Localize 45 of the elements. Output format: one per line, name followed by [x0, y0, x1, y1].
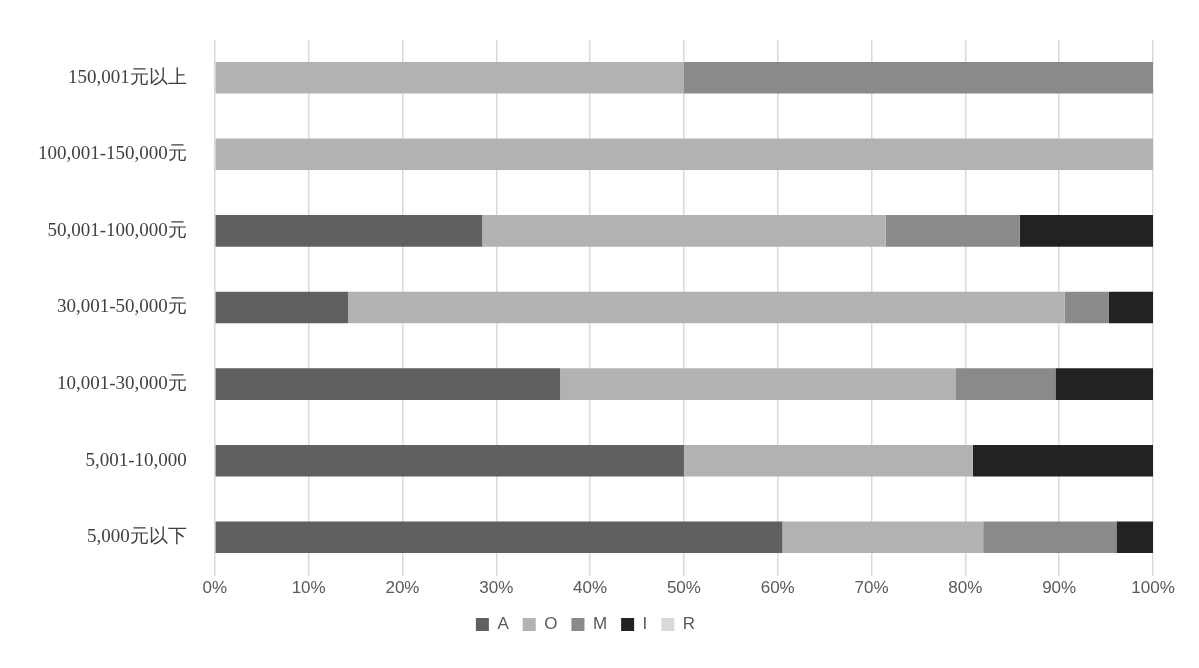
x-tick-label: 90%	[1042, 578, 1077, 598]
y-tick-label: 100,001-150,000元	[38, 142, 187, 164]
x-tick-label: 70%	[854, 578, 889, 598]
bar	[215, 215, 483, 247]
bar	[215, 61, 684, 94]
x-tick-label: 10%	[291, 578, 326, 598]
bar	[482, 215, 886, 247]
bar	[1108, 291, 1153, 324]
x-tick-label: 20%	[385, 578, 420, 598]
x-tick-label: 40%	[573, 578, 608, 598]
bar	[983, 521, 1117, 554]
y-tick-label: 50,001-100,000元	[47, 218, 187, 240]
bar	[215, 444, 684, 477]
bar	[885, 215, 1020, 247]
legend-label: O	[544, 614, 558, 634]
legend-label: A	[497, 614, 510, 634]
bar	[215, 368, 561, 400]
bar	[1055, 368, 1153, 400]
x-tick-label: 0%	[202, 578, 228, 598]
legend-label: M	[592, 614, 608, 634]
bar	[1064, 291, 1109, 324]
bar	[683, 444, 973, 477]
y-tick-label: 150,001元以上	[68, 65, 187, 87]
x-tick-label: 80%	[948, 578, 983, 598]
bar	[215, 521, 783, 554]
y-tick-label: 5,000元以下	[87, 525, 187, 547]
bar	[1019, 215, 1153, 247]
legend-label: R	[682, 614, 696, 634]
bar	[782, 521, 984, 554]
bar	[972, 444, 1153, 477]
y-tick-label: 5,001-10,000	[85, 448, 187, 470]
bar	[560, 368, 956, 400]
bar	[955, 368, 1056, 400]
bar	[215, 291, 349, 324]
bar	[1116, 521, 1153, 554]
bar	[348, 291, 1065, 324]
legend-label: I	[642, 614, 648, 634]
x-tick-label: 100%	[1131, 578, 1175, 598]
y-tick-label: 30,001-50,000元	[57, 295, 187, 317]
bar	[215, 138, 1153, 171]
x-tick-label: 50%	[666, 578, 701, 598]
x-tick-label: 60%	[760, 578, 795, 598]
bar	[683, 61, 1153, 94]
y-tick-label: 10,001-30,000元	[57, 372, 187, 394]
x-tick-label: 30%	[479, 578, 514, 598]
